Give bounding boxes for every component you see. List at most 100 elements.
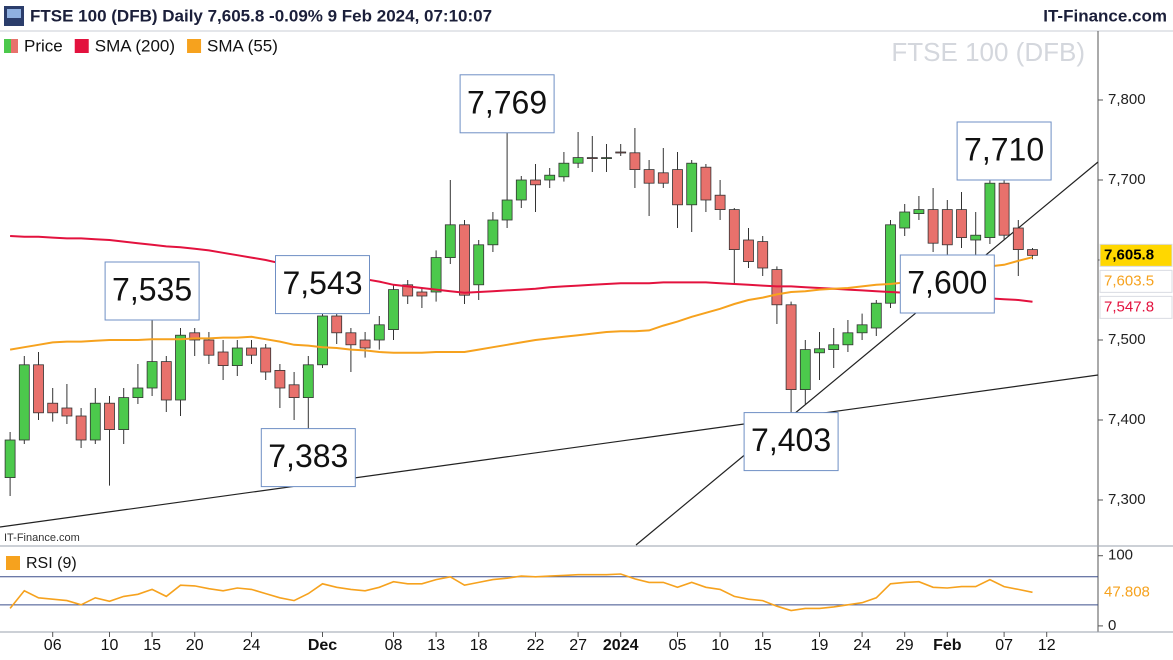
y-tick-label: 7,400 [1108, 411, 1146, 428]
candle-body [89, 402, 101, 441]
candle-body [885, 224, 896, 304]
x-tick-label: 12 [1038, 637, 1056, 654]
candle-body [444, 224, 456, 259]
legend-swatch [4, 39, 11, 53]
legend-label: SMA (55) [207, 36, 278, 55]
candle-body [487, 219, 499, 246]
candle-body [459, 224, 470, 296]
candle-body [260, 347, 272, 373]
legend-label: Price [24, 36, 63, 55]
candle-body [657, 172, 669, 184]
candle-body [501, 199, 513, 221]
candle-body [246, 347, 257, 356]
candle-body [714, 194, 726, 210]
candle-body [402, 284, 414, 297]
candle-body [970, 234, 982, 241]
price-tag [1099, 243, 1173, 267]
legend-label: SMA (200) [95, 36, 175, 55]
candle-body [175, 334, 186, 401]
candle-body [359, 339, 371, 349]
candle-body [544, 174, 556, 181]
x-tick-label: 10 [711, 637, 729, 654]
price-tag-label: 7,547.8 [1104, 298, 1154, 315]
candle-body [586, 157, 598, 160]
logo-screen [7, 9, 21, 18]
candle-body [629, 152, 641, 171]
candle-body [941, 209, 953, 246]
x-tick-label: 22 [527, 637, 545, 654]
candle-body [601, 157, 612, 160]
trend-line [635, 161, 1099, 546]
x-tick-label: 29 [896, 637, 914, 654]
y-tick-label: 7,300 [1108, 491, 1146, 508]
annotation-box [275, 255, 370, 315]
candle-body [814, 348, 825, 354]
x-tick-label: 10 [101, 637, 119, 654]
candle-body [842, 332, 854, 346]
candle-body [558, 162, 570, 178]
candle-body [104, 402, 115, 431]
y-tick-label: 100 [1108, 547, 1133, 564]
candle-body [231, 347, 243, 367]
price-tag-label: 7,605.8 [1104, 246, 1154, 263]
candle-body [1012, 227, 1024, 251]
candle-body [416, 291, 428, 297]
candle-body [530, 179, 541, 186]
candle-body [47, 402, 59, 414]
annotation-box [260, 428, 356, 488]
annotation-label: 7,710 [964, 131, 1044, 167]
trend-line [0, 374, 1099, 528]
candle-body [956, 209, 967, 239]
rsi-line [9, 573, 1033, 612]
sma-line [9, 256, 1033, 354]
legend-swatch [11, 39, 18, 53]
x-tick-label: 13 [427, 637, 445, 654]
x-tick-label: 20 [186, 637, 204, 654]
candle-body [203, 339, 215, 356]
candle-body [913, 209, 925, 215]
rsi-panel: 0 100 47.808 RSI (9) [0, 547, 1150, 634]
candle-body [799, 349, 811, 391]
candle-body [430, 257, 442, 293]
candle-body [61, 407, 73, 417]
candle-body [686, 162, 698, 206]
candle-body [743, 239, 754, 263]
candle-body [18, 364, 30, 441]
price-tag [1099, 269, 1173, 293]
price-panel: 7,300 7,400 7,500 7,600 7,700 7,800 7,605.8 7,6… [4, 74, 1173, 508]
x-tick-label: 15 [143, 637, 161, 654]
y-tick-label: 7,700 [1108, 171, 1146, 188]
annotation-label: 7,769 [467, 84, 547, 120]
x-tick-label: 19 [811, 637, 829, 654]
candle-body [132, 387, 144, 399]
x-tick-label: 08 [385, 637, 403, 654]
x-tick-label: 2024 [603, 637, 639, 654]
watermark: FTSE 100 (DFB) [891, 37, 1085, 67]
legend: Price SMA (200) SMA (55) [4, 36, 278, 55]
candle-body [146, 361, 158, 389]
x-tick-label: Dec [308, 637, 337, 654]
y-tick-label: 7,800 [1108, 91, 1146, 108]
x-tick-label: 05 [669, 637, 687, 654]
rsi-tag: 47.808 [1104, 583, 1150, 600]
candle-body [302, 364, 314, 398]
price-tag [1099, 295, 1173, 319]
annotation-box [956, 121, 1052, 181]
annotation-box [899, 254, 995, 314]
candle-body [160, 361, 172, 401]
candle-body [288, 384, 300, 398]
annotation-label: 7,600 [907, 264, 987, 300]
chart-title: FTSE 100 (DFB) Daily 7,605.8 -0.09% 9 Fe… [30, 6, 492, 25]
x-tick-label: 15 [754, 637, 772, 654]
candle-body [998, 182, 1010, 236]
candle-body [1027, 249, 1038, 256]
candle-body [984, 182, 996, 238]
candle-body [345, 332, 357, 346]
candle-body [515, 179, 527, 201]
candle-body [317, 315, 328, 366]
legend-label: RSI (9) [26, 555, 77, 572]
candle-body [331, 315, 343, 334]
x-tick-label: 07 [995, 637, 1013, 654]
